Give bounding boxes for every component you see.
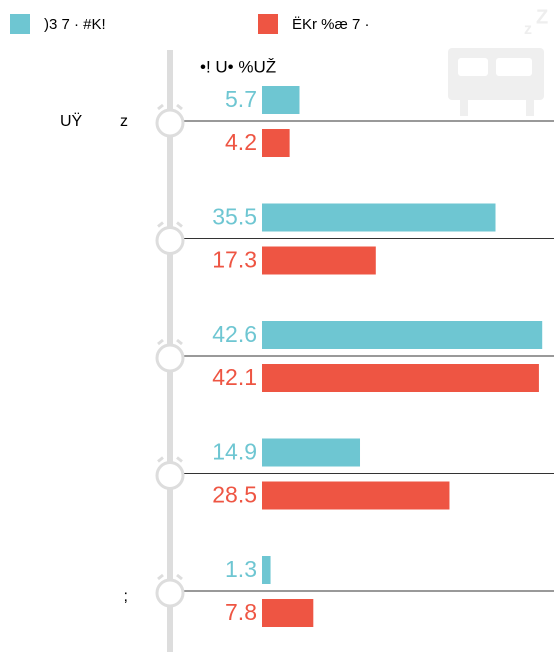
bar [262,203,496,232]
legend-swatch [258,14,278,34]
clock-bell [157,456,164,463]
subtitle: •! U• %UŽ [200,57,276,76]
clock-icon [155,461,185,490]
clock-bell [157,338,164,346]
value-label: 5.7 [225,86,257,112]
value-label: 14.9 [212,439,257,465]
bar [262,599,314,627]
value-label: 42.6 [212,321,257,347]
category-label: z [120,113,128,130]
clock-bell [176,103,183,111]
clock-bell [157,103,164,111]
value-label: 1.3 [225,556,257,582]
clock-icon [155,578,185,608]
value-label: 7.8 [225,599,257,625]
bar [262,246,376,275]
clock-icon [155,226,185,255]
clock-bell [176,221,183,228]
bar [262,321,543,349]
bar [262,556,271,584]
value-label: 28.5 [212,482,257,508]
annotation: UŸ [60,112,83,130]
clock-bell [176,456,183,463]
legend-label: ËKr %æ 7 · [292,16,370,33]
bar [262,364,539,392]
clock-icon [155,343,185,373]
bed-icon: z Z [448,6,548,116]
svg-text:z: z [524,21,532,38]
bar [262,129,290,157]
svg-text:Z: Z [536,6,548,28]
legend-label: )3 7 · #K! [44,16,106,33]
clock-bell [157,573,164,581]
value-label: 42.1 [212,364,257,390]
clock-bell [176,338,183,346]
bar [262,86,300,114]
category-label: ; [124,588,128,605]
clock-icon [155,108,185,138]
bar [262,481,450,510]
value-label: 4.2 [225,129,257,155]
value-label: 17.3 [212,247,257,273]
clock-bell [176,573,183,581]
legend-swatch [10,14,30,34]
bar [262,438,361,467]
clock-bell [157,221,164,228]
value-label: 35.5 [212,204,257,230]
